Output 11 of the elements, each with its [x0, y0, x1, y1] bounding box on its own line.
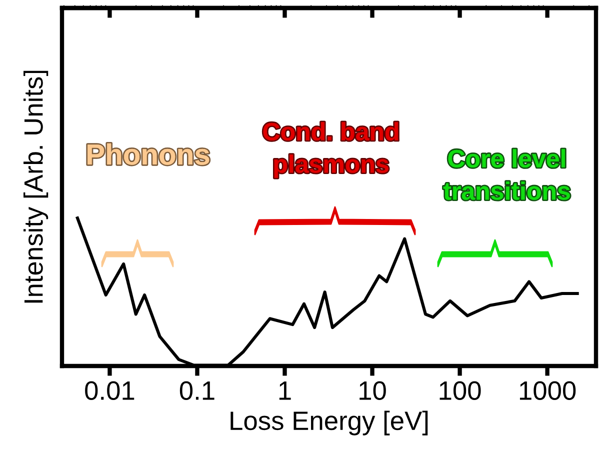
x-tick-label: 1 [279, 382, 291, 400]
y-axis-title: Intensity [Arb. Units] [24, 70, 48, 303]
x-tick-label: 100 [440, 381, 481, 400]
x-axis-title: Loss Energy [eV] [230, 410, 428, 436]
x-tick-label: 1000 [520, 381, 576, 400]
text: Cond. band plasmons [263, 122, 398, 178]
x-tick-label: 0.01 [85, 381, 134, 400]
text: Phonons [88, 143, 210, 165]
text: Core level transitions [443, 149, 570, 200]
x-tick-label: 10 [360, 381, 386, 400]
x-tick-label: 0.1 [180, 381, 214, 400]
